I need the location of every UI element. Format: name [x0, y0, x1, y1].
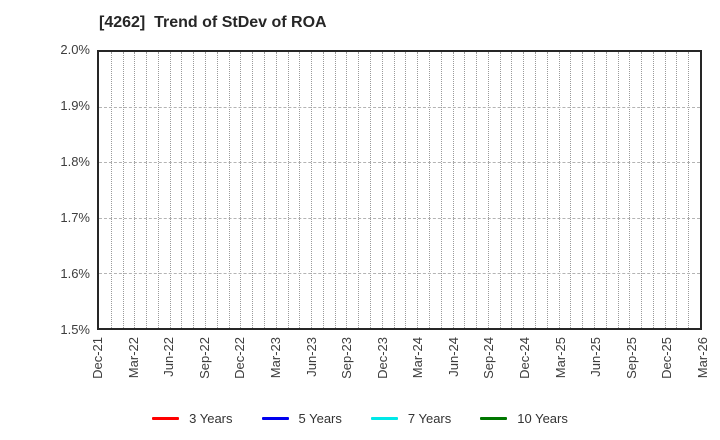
legend: 3 Years 5 Years 7 Years 10 Years	[0, 407, 720, 429]
legend-label: 3 Years	[189, 410, 233, 426]
gridline-vertical	[122, 52, 124, 328]
gridline-vertical	[405, 52, 407, 328]
x-tick-label: Dec-21	[90, 337, 105, 379]
gridline-vertical	[464, 52, 466, 328]
gridline-vertical	[169, 52, 171, 328]
x-tick-label: Sep-24	[481, 337, 497, 379]
x-tick-label: Jun-25	[588, 337, 604, 377]
x-tick-label: Mar-23	[267, 337, 283, 379]
x-tick-label: Dec-23	[374, 337, 390, 379]
legend-line-icon	[480, 416, 508, 420]
gridline-vertical	[535, 52, 537, 328]
gridline-vertical	[523, 52, 525, 328]
gridline-vertical	[263, 52, 265, 328]
gridline-vertical	[275, 52, 277, 328]
x-tick-label: Jun-23	[303, 337, 319, 377]
x-tick-label: Dec-24	[517, 337, 533, 379]
gridline-vertical	[346, 52, 348, 328]
gridline-vertical	[652, 52, 654, 328]
y-tick-label: 1.8%	[60, 154, 90, 169]
y-tick-label: 1.7%	[60, 210, 90, 225]
gridline-vertical	[358, 52, 360, 328]
y-tick-label: 1.6%	[60, 266, 90, 281]
gridline-vertical	[205, 52, 207, 328]
legend-line-icon	[152, 416, 180, 420]
gridline-vertical	[511, 52, 513, 328]
legend-line-icon	[370, 416, 398, 420]
gridline-vertical	[181, 52, 183, 328]
legend-item: 7 Years	[370, 410, 452, 426]
legend-label: 5 Years	[298, 410, 342, 426]
legend-item: 5 Years	[261, 410, 342, 426]
legend-item: 10 Years	[480, 411, 568, 426]
gridline-horizontal	[99, 162, 700, 164]
gridline-vertical	[134, 52, 136, 328]
gridline-vertical	[629, 52, 631, 328]
gridline-vertical	[499, 52, 501, 328]
gridline-horizontal	[99, 217, 700, 219]
gridline-vertical	[299, 52, 301, 328]
gridline-vertical	[452, 52, 454, 328]
x-tick-label: Jun-24	[445, 337, 461, 377]
x-tick-label: Mar-25	[552, 337, 568, 379]
gridline-vertical	[110, 52, 112, 328]
gridline-vertical	[476, 52, 478, 328]
x-tick-label: Mar-26	[695, 337, 710, 379]
gridline-vertical	[240, 52, 242, 328]
chart-title: [4262] Trend of StDev of ROA	[99, 14, 327, 31]
legend-item: 3 Years	[152, 410, 233, 426]
x-tick-label: Sep-23	[339, 337, 355, 379]
gridline-vertical	[428, 52, 430, 328]
x-tick-label: Jun-22	[161, 337, 177, 377]
gridline-vertical	[252, 52, 254, 328]
gridline-vertical	[487, 52, 489, 328]
legend-label: 7 Years	[407, 410, 452, 426]
x-tick-label: Sep-22	[196, 337, 212, 379]
gridline-vertical	[688, 52, 690, 328]
x-tick-label: Dec-22	[232, 337, 248, 379]
gridline-vertical	[617, 52, 619, 328]
plot-area	[97, 50, 702, 330]
gridline-vertical	[440, 52, 442, 328]
gridline-vertical	[146, 52, 148, 328]
gridline-vertical	[381, 52, 383, 328]
y-tick-label: 2.0%	[60, 42, 90, 57]
gridline-horizontal	[99, 107, 700, 109]
x-tick-label: Sep-25	[623, 337, 639, 379]
y-tick-label: 1.5%	[60, 322, 90, 337]
x-tick-label: Dec-25	[659, 337, 675, 379]
gridline-vertical	[558, 52, 560, 328]
gridline-vertical	[593, 52, 595, 328]
gridline-vertical	[334, 52, 336, 328]
y-tick-label: 1.9%	[60, 98, 90, 113]
gridline-vertical	[393, 52, 395, 328]
gridline-vertical	[311, 52, 313, 328]
x-tick-label: Mar-24	[410, 337, 426, 379]
gridline-vertical	[676, 52, 678, 328]
gridline-vertical	[570, 52, 572, 328]
gridline-vertical	[287, 52, 289, 328]
gridline-vertical	[417, 52, 419, 328]
gridline-vertical	[228, 52, 230, 328]
legend-label: 10 Years	[517, 410, 568, 426]
gridline-vertical	[582, 52, 584, 328]
gridline-vertical	[370, 52, 372, 328]
gridline-vertical	[157, 52, 159, 328]
gridline-horizontal	[99, 272, 700, 274]
gridline-vertical	[322, 52, 324, 328]
legend-line-icon	[261, 416, 289, 420]
gridline-vertical	[546, 52, 548, 328]
gridline-vertical	[605, 52, 607, 328]
gridline-vertical	[193, 52, 195, 328]
gridline-vertical	[641, 52, 643, 328]
gridline-vertical	[664, 52, 666, 328]
x-tick-label: Mar-22	[125, 337, 141, 379]
gridline-vertical	[216, 52, 218, 328]
